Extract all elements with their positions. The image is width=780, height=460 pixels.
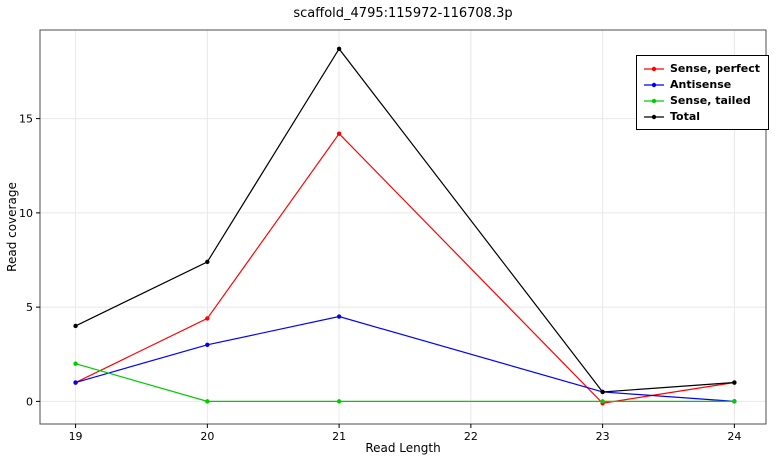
x-tick-label: 19 [69, 430, 83, 443]
chart-title: scaffold_4795:115972-116708.3p [293, 6, 513, 21]
data-point [732, 399, 737, 404]
data-point [73, 323, 78, 329]
data-point [73, 361, 78, 366]
legend-marker-icon [644, 98, 664, 103]
data-point [205, 342, 210, 348]
data-point [73, 380, 78, 385]
y-axis-title: Read coverage [5, 182, 19, 272]
data-point [732, 380, 737, 385]
legend-item: Total [643, 110, 760, 123]
x-tick-label: 23 [596, 430, 610, 443]
legend-label: Antisense [670, 78, 732, 91]
legend-item: Antisense [643, 78, 760, 91]
x-axis-title: Read Length [365, 441, 441, 455]
legend-marker-icon [644, 66, 664, 71]
data-point [205, 316, 210, 321]
data-point [205, 259, 210, 265]
data-point [336, 314, 342, 319]
legend-marker-icon [644, 114, 664, 119]
legend-label: Sense, perfect [670, 62, 761, 75]
x-tick-label: 24 [727, 430, 741, 443]
x-tick-label: 20 [200, 430, 214, 443]
legend-label: Sense, tailed [670, 94, 751, 107]
y-tick-label: 5 [26, 301, 33, 314]
y-tick-label: 0 [26, 395, 33, 408]
legend: Sense, perfect Antisense Sense, tailed Tota… [636, 55, 770, 130]
legend-item: Sense, perfect [643, 62, 760, 75]
data-point [205, 399, 210, 404]
data-point [600, 399, 605, 404]
y-tick-label: 15 [19, 113, 33, 126]
x-tick-label: 21 [332, 430, 346, 443]
data-point [336, 46, 342, 52]
y-tick-label: 10 [19, 207, 33, 220]
x-tick-label: 22 [464, 430, 478, 443]
legend-marker-icon [644, 82, 664, 87]
legend-label: Total [670, 110, 701, 123]
panel-border [39, 29, 767, 425]
data-point [336, 131, 342, 136]
legend-item: Sense, tailed [643, 94, 760, 107]
data-point [336, 399, 342, 404]
data-point [600, 389, 605, 395]
